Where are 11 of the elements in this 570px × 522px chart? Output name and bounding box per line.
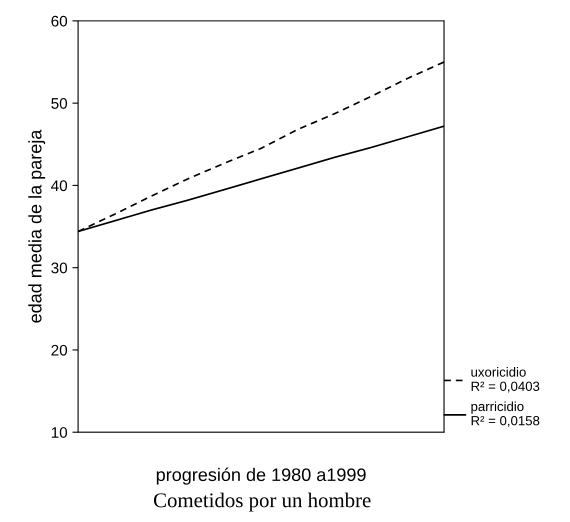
y-tick-label: 30: [51, 262, 68, 274]
y-tick-label: 20: [51, 344, 68, 356]
y-tick-label: 60: [51, 16, 68, 27]
y-tick-label: 50: [51, 98, 68, 109]
text: Cometidos por un hombre: [154, 492, 371, 512]
y-axis-title: edad media de la pareja: [28, 130, 46, 323]
legend-label: parricidio R² = 0,0158: [471, 401, 540, 427]
y-tick-label: 40: [51, 180, 68, 192]
y-tick-label: 10: [52, 427, 68, 438]
legend-label: uxoricidio R² = 0,0403: [471, 367, 540, 393]
x-axis-title: progresión de 1980 a1999: [156, 468, 366, 485]
